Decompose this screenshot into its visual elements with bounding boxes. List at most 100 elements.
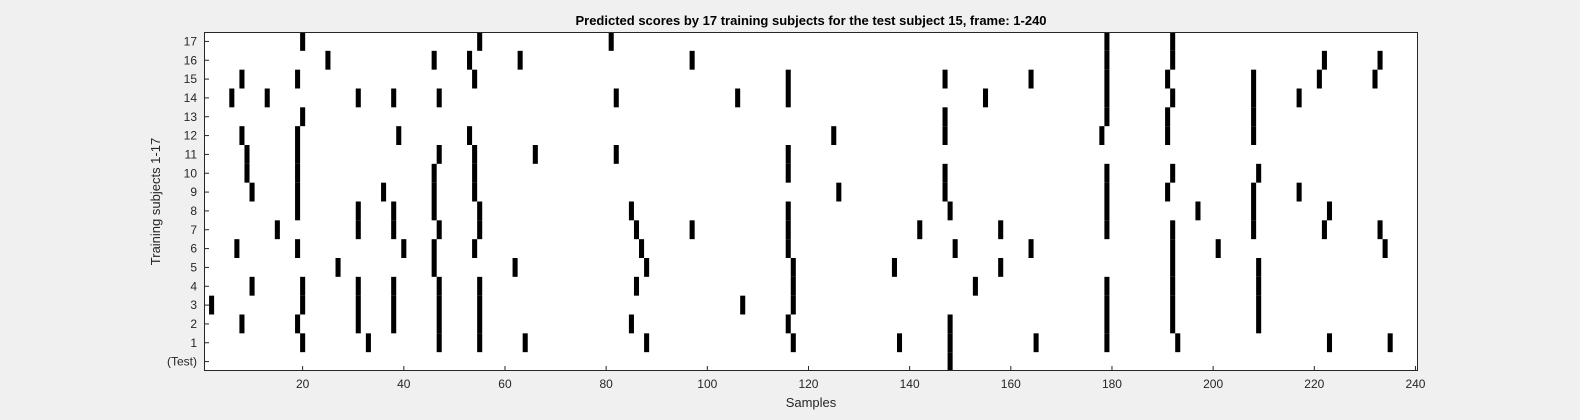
mark-row-14-10: [1256, 295, 1262, 315]
mark-row-2-3: [785, 69, 791, 89]
mark-row-1-4: [689, 50, 695, 70]
mark-row-6-5: [613, 145, 619, 164]
mark-row-8-1: [295, 182, 301, 202]
mark-row-15-7: [785, 314, 791, 334]
mark-row-14-3: [391, 295, 397, 315]
y-tick-label-17: (Test): [167, 355, 197, 369]
mark-row-9-7: [947, 201, 953, 221]
mark-row-13-4: [436, 276, 442, 296]
x-tick-label-2: 60: [498, 377, 512, 391]
mark-row-10-2: [391, 220, 397, 240]
x-tick-label-1: 40: [397, 377, 411, 391]
mark-row-5-8: [1251, 126, 1257, 145]
mark-row-4-4: [1251, 107, 1257, 127]
y-tick-label-13: 4: [190, 279, 197, 293]
y-tick-label-9: 8: [190, 204, 197, 218]
mark-row-15-3: [391, 314, 397, 334]
x-tick-label-5: 120: [798, 377, 818, 391]
mark-row-7-8: [1256, 163, 1262, 183]
mark-row-6-6: [785, 145, 791, 164]
mark-row-16-3: [477, 333, 483, 353]
mark-row-9-5: [628, 201, 634, 221]
mark-row-0-3: [1104, 32, 1110, 51]
mark-row-16-7: [896, 333, 903, 353]
x-tick-label-7: 160: [1001, 377, 1021, 391]
mark-row-2-8: [1251, 69, 1257, 89]
mark-row-9-8: [1104, 201, 1110, 221]
mark-row-12-6: [998, 258, 1004, 277]
mark-row-2-2: [472, 69, 478, 89]
y-tick-label-0: 17: [184, 34, 198, 48]
mark-row-4-3: [1165, 107, 1171, 127]
mark-row-11-2: [401, 239, 407, 258]
mark-row-7-1: [295, 163, 301, 183]
mark-row-5-0: [239, 126, 245, 145]
mark-row-5-1: [295, 126, 301, 145]
mark-row-14-4: [436, 295, 442, 315]
mark-row-2-10: [1372, 69, 1378, 89]
mark-row-16-12: [1326, 333, 1333, 353]
mark-row-1-8: [1377, 50, 1383, 70]
mark-row-13-11: [1256, 276, 1262, 296]
mark-row-9-4: [477, 201, 483, 221]
x-tick-label-6: 140: [900, 377, 920, 391]
mark-row-1-1: [431, 50, 437, 70]
mark-row-8-6: [942, 182, 948, 202]
y-tick-label-4: 13: [184, 110, 198, 124]
mark-row-10-9: [998, 220, 1004, 240]
mark-row-8-4: [472, 182, 478, 202]
mark-row-7-5: [942, 163, 948, 183]
mark-row-11-11: [1382, 239, 1388, 258]
mark-row-9-3: [431, 201, 437, 221]
mark-row-12-0: [335, 258, 341, 277]
mark-row-16-5: [644, 333, 650, 353]
mark-row-7-2: [431, 163, 437, 183]
mark-row-10-14: [1377, 220, 1383, 240]
mark-row-3-8: [982, 88, 989, 108]
mark-row-16-2: [436, 333, 442, 353]
mark-row-9-2: [391, 201, 397, 221]
mark-row-15-5: [477, 314, 483, 334]
x-tick-label-9: 200: [1203, 377, 1223, 391]
mark-row-14-5: [477, 295, 483, 315]
mark-row-14-1: [300, 295, 306, 315]
mark-row-0-2: [608, 32, 614, 51]
y-tick-label-15: 2: [190, 317, 197, 331]
x-tick-label-10: 220: [1304, 377, 1324, 391]
y-axis: 17 16 15 14 13 12 11 10 9 8 7 6 5 4 3 2 1 (Test): [167, 34, 209, 369]
mark-row-10-4: [477, 220, 483, 240]
y-tick-label-12: 5: [190, 260, 197, 274]
mark-row-2-5: [1028, 69, 1034, 89]
mark-row-15-0: [239, 314, 245, 334]
mark-row-3-2: [355, 88, 361, 108]
mark-row-12-8: [1256, 258, 1262, 277]
y-tick-label-2: 15: [184, 72, 198, 86]
mark-row-10-11: [1170, 220, 1176, 240]
mark-row-11-5: [639, 239, 645, 258]
mark-row-15-9: [1104, 314, 1110, 334]
mark-row-2-6: [1104, 69, 1110, 89]
mark-row-15-11: [1256, 314, 1262, 334]
mark-row-9-0: [295, 201, 301, 221]
mark-row-0-4: [1170, 32, 1176, 51]
y-tick-label-5: 12: [184, 129, 198, 143]
x-tick-label-8: 180: [1102, 377, 1122, 391]
mark-row-11-9: [1170, 239, 1176, 258]
mark-row-8-2: [381, 182, 387, 202]
mark-row-10-13: [1321, 220, 1327, 240]
mark-row-10-0: [274, 220, 280, 240]
mark-row-7-6: [1104, 163, 1110, 183]
mark-row-13-8: [972, 276, 978, 296]
mark-row-15-4: [436, 314, 442, 334]
mark-row-6-4: [532, 145, 538, 164]
y-tick-label-3: 14: [184, 91, 198, 105]
mark-row-8-0: [249, 182, 255, 202]
mark-row-2-0: [239, 69, 245, 89]
y-tick-label-14: 3: [190, 298, 197, 312]
mark-row-11-6: [785, 239, 791, 258]
mark-row-4-0: [300, 107, 306, 127]
y-tick-label-10: 7: [190, 223, 197, 237]
mark-row-15-8: [947, 314, 953, 334]
mark-row-10-10: [1104, 220, 1110, 240]
